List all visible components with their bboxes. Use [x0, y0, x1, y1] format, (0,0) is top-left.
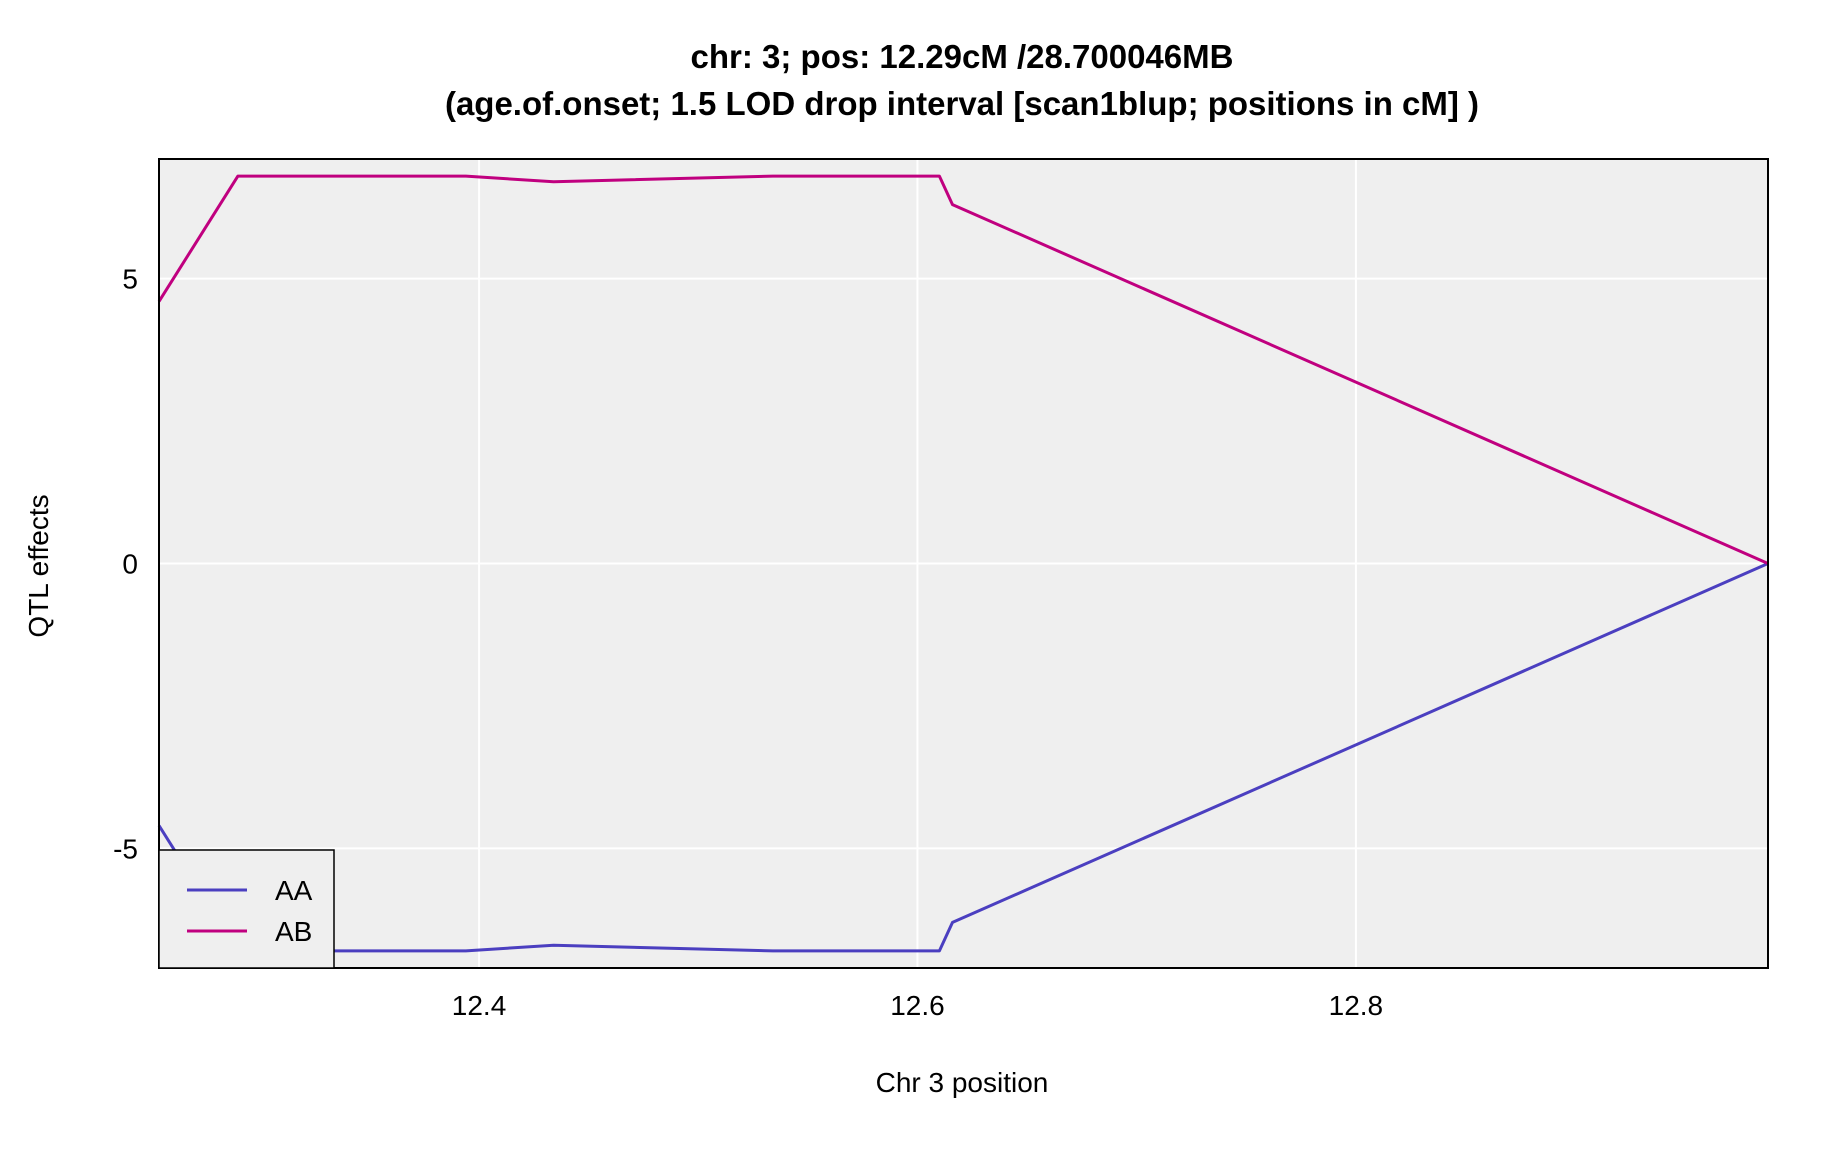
- chart-subtitle: (age.of.onset; 1.5 LOD drop interval [sc…: [445, 85, 1479, 122]
- legend-label: AB: [275, 916, 312, 947]
- x-tick-label: 12.4: [452, 990, 507, 1021]
- series-line-ab: [157, 174, 1769, 565]
- y-axis: -5 0 5: [113, 264, 138, 865]
- legend-box: [158, 849, 335, 969]
- plot-frame: [158, 158, 1769, 969]
- chart-title: chr: 3; pos: 12.29cM /28.700046MB: [691, 38, 1234, 75]
- x-tick-label: 12.8: [1329, 990, 1384, 1021]
- legend-label: AA: [275, 875, 313, 906]
- x-axis: 12.4 12.6 12.8: [452, 990, 1383, 1021]
- grid-lines: [159, 159, 1768, 968]
- y-tick-label: 0: [122, 549, 138, 580]
- y-tick-label: 5: [122, 264, 138, 295]
- y-tick-label: -5: [113, 833, 138, 864]
- y-axis-label: QTL effects: [23, 494, 54, 637]
- x-axis-label: Chr 3 position: [876, 1067, 1049, 1098]
- x-tick-label: 12.6: [890, 990, 945, 1021]
- legend: AA AB: [158, 849, 335, 969]
